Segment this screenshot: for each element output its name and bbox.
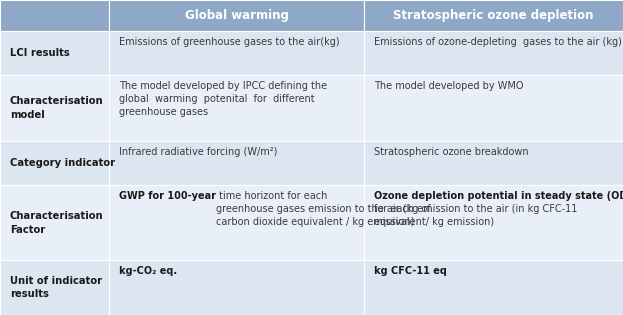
Bar [0,31,109,75]
Text: Ozone depletion potential in steady state (ODP ): Ozone depletion potential in steady stat… [374,191,623,201]
Bar [109,31,364,75]
Bar [109,75,364,141]
Text: kg-CO₂ eq.: kg-CO₂ eq. [119,266,177,277]
Bar [364,31,623,75]
Text: Emissions of greenhouse gases to the air(kg): Emissions of greenhouse gases to the air… [119,37,340,47]
Text: Characterisation
model: Characterisation model [10,96,103,120]
Bar [0,185,109,261]
Bar [364,185,623,261]
Text: kg CFC-11 eq: kg CFC-11 eq [374,266,447,277]
Bar [109,261,364,315]
Text: Stratospheric ozone breakdown: Stratospheric ozone breakdown [374,147,529,157]
Bar [364,141,623,185]
Bar [364,261,623,315]
Text: time horizont for each
greenhouse gases emission to the air (kg of
carbon dioxid: time horizont for each greenhouse gases … [216,191,430,227]
Text: LCI results: LCI results [10,48,70,58]
Bar [364,0,623,31]
Text: Category indicator: Category indicator [10,158,115,168]
Text: Unit of indicator
results: Unit of indicator results [10,276,102,299]
Text: The model developed by WMO: The model developed by WMO [374,81,524,91]
Text: for each emission to the air (in kg CFC-11
equivalent/ kg emission): for each emission to the air (in kg CFC-… [374,204,578,227]
Text: GWP for 100-year: GWP for 100-year [119,191,216,201]
Bar [0,261,109,315]
Text: Characterisation
Factor: Characterisation Factor [10,211,103,234]
Bar [0,75,109,141]
Text: Infrared radiative forcing (W/m²): Infrared radiative forcing (W/m²) [119,147,277,157]
Bar [0,141,109,185]
Bar [109,141,364,185]
Bar [109,0,364,31]
Text: Global warming: Global warming [185,9,288,22]
Text: Emissions of ozone-depleting  gases to the air (kg): Emissions of ozone-depleting gases to th… [374,37,622,47]
Bar [109,185,364,261]
Bar [364,75,623,141]
Text: The model developed by IPCC defining the
global  warming  potenital  for  differ: The model developed by IPCC defining the… [119,81,327,117]
Text: Stratospheric ozone depletion: Stratospheric ozone depletion [394,9,594,22]
Bar [0,0,109,31]
